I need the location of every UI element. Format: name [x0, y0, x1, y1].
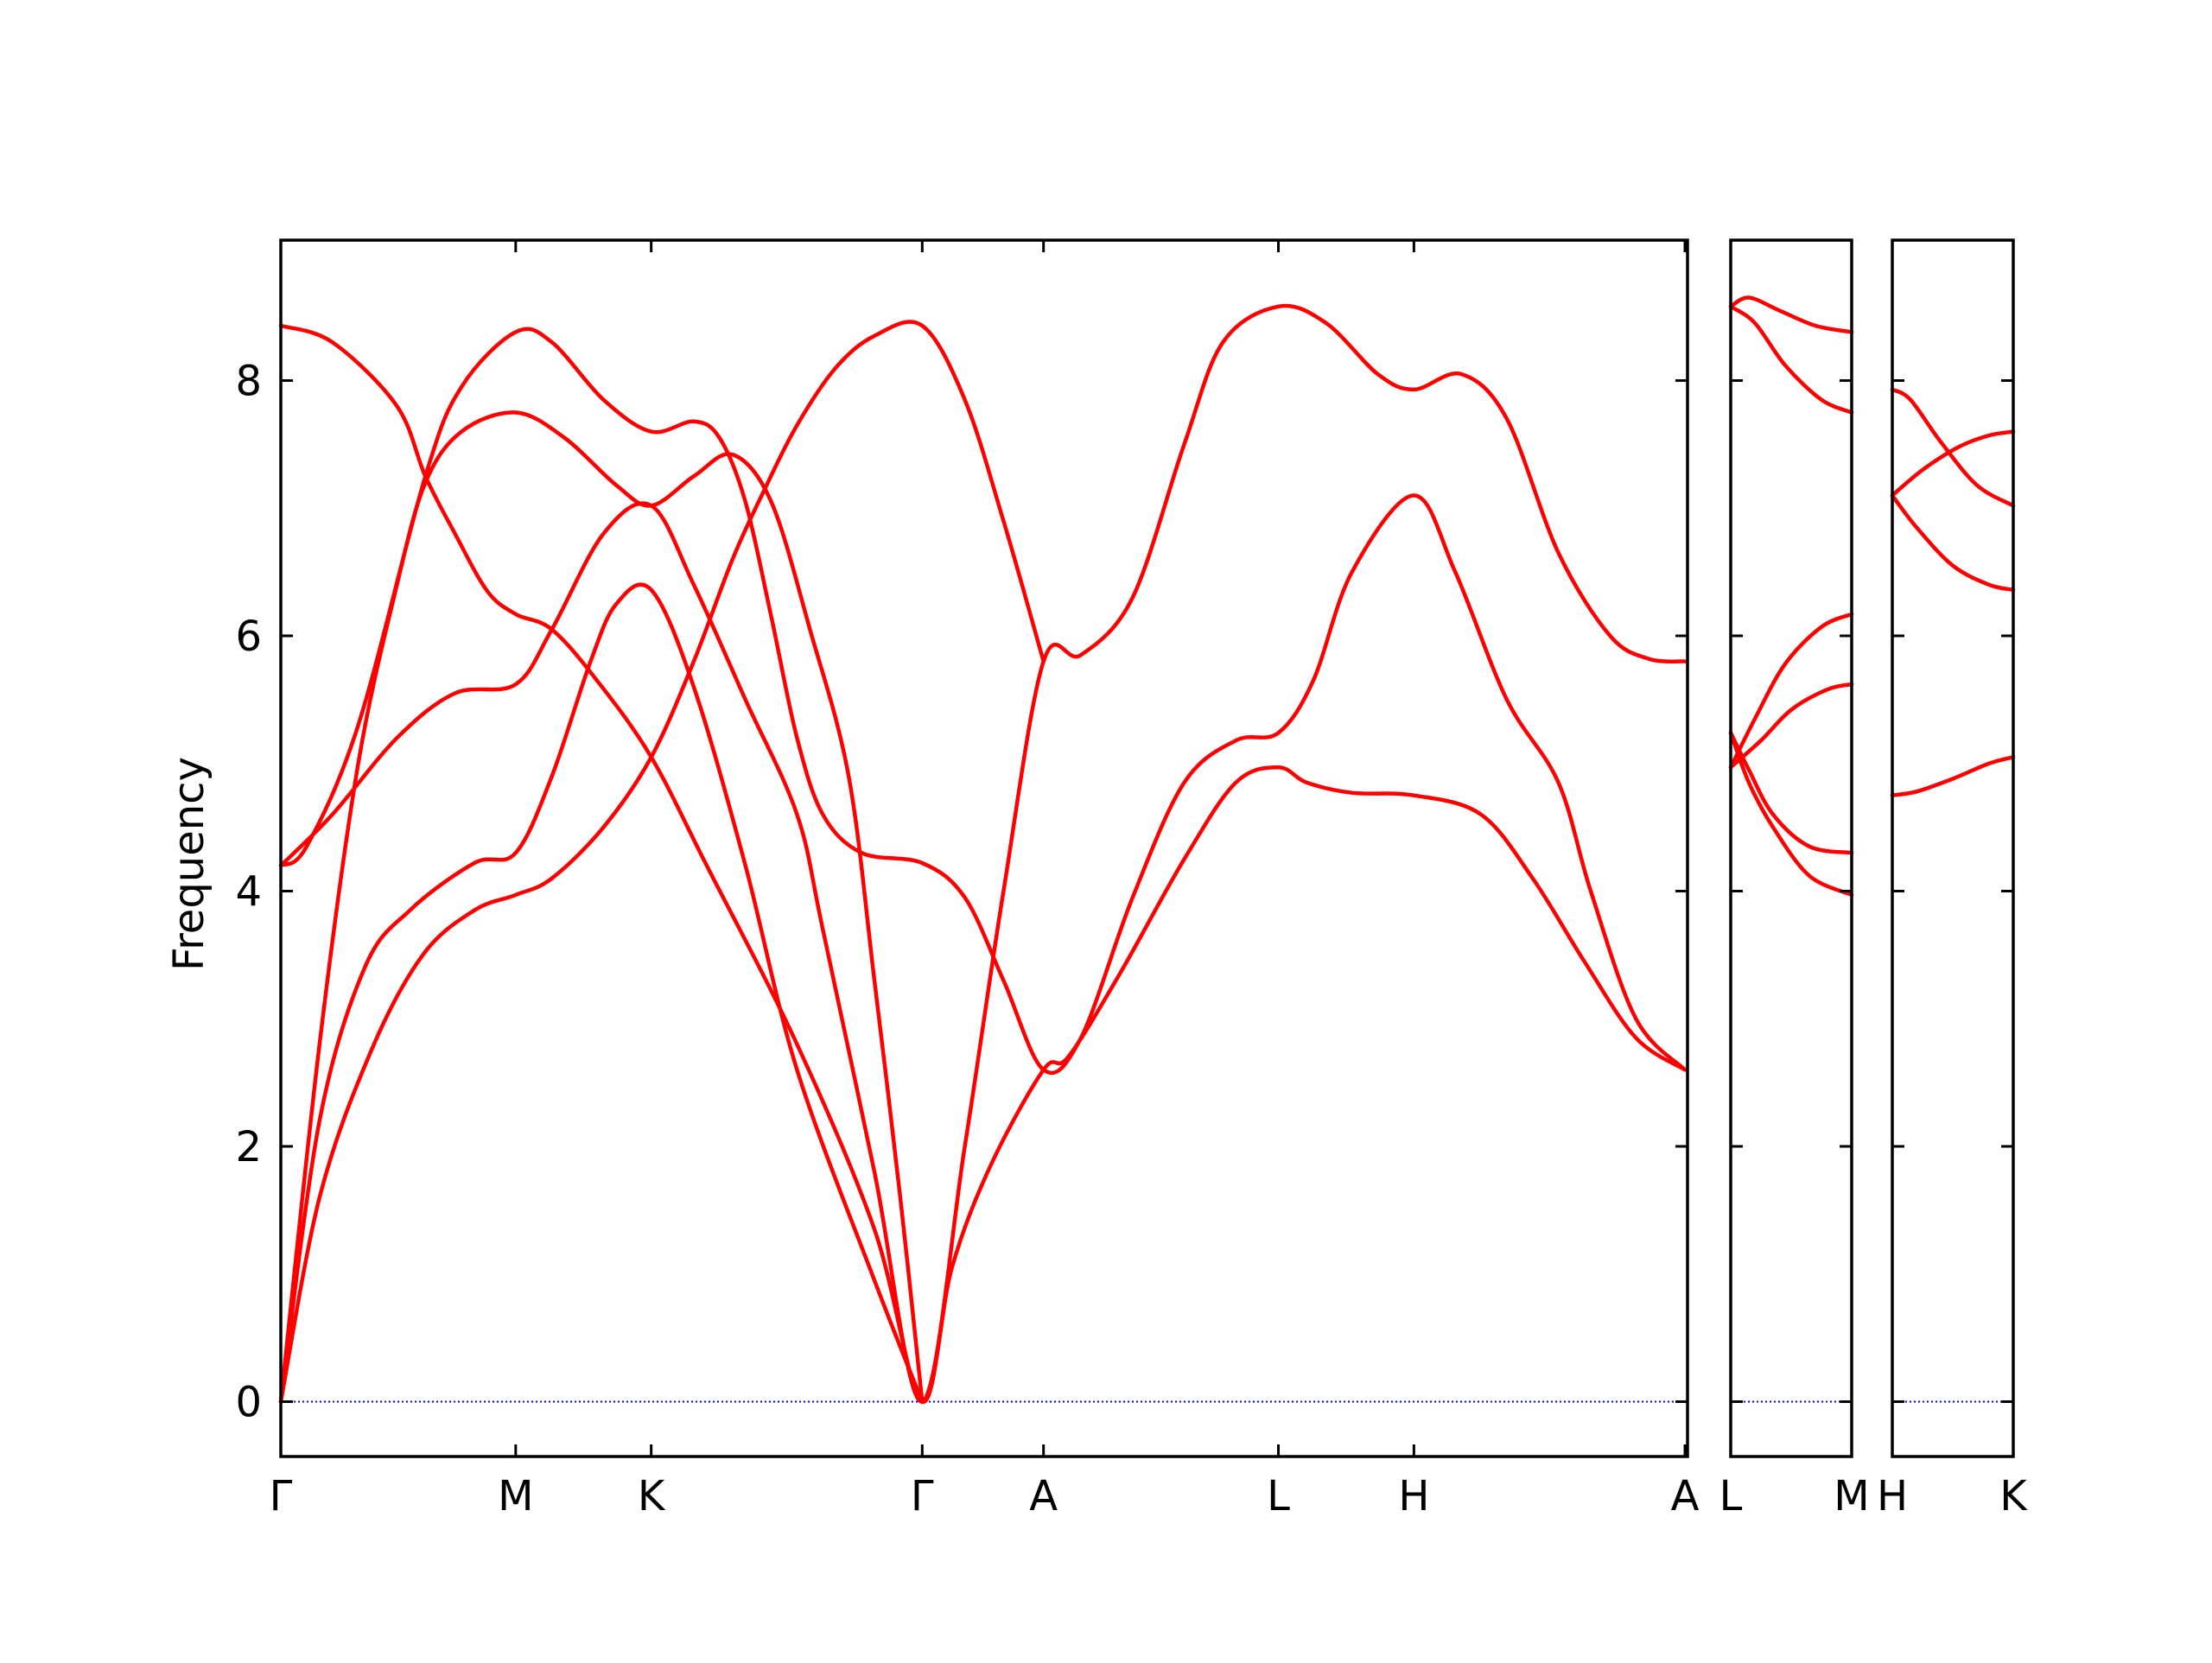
x-tick-label: A — [1029, 1472, 1058, 1520]
x-tick-label: M — [498, 1472, 533, 1520]
x-tick-label: Γ — [270, 1472, 293, 1520]
band-line-2 — [1728, 304, 1854, 415]
y-tick-label: 2 — [235, 1123, 262, 1171]
band-line-1 — [1728, 295, 1854, 334]
x-tick-label: H — [1877, 1472, 1908, 1520]
y-tick-label: 4 — [235, 867, 262, 916]
x-tick-label: M — [1834, 1472, 1869, 1520]
x-tick-label: L — [1267, 1472, 1290, 1520]
band-line-4 — [278, 320, 1046, 1404]
x-tick-label: A — [1671, 1472, 1700, 1520]
x-tick-label: L — [1719, 1472, 1743, 1520]
band-line-3 — [278, 303, 1688, 1404]
y-tick-label: 0 — [235, 1378, 262, 1426]
band-line-3 — [1728, 612, 1854, 770]
band-line-5 — [1728, 731, 1854, 855]
x-tick-label: H — [1398, 1472, 1429, 1520]
band-line-1 — [1890, 387, 2016, 508]
band-line-4 — [1890, 755, 2016, 797]
band-line-3 — [1890, 493, 2016, 593]
band-line-1 — [278, 323, 1688, 1404]
band-line-2 — [1890, 429, 2016, 498]
y-tick-label: 6 — [235, 613, 262, 661]
panel-frame — [1891, 238, 2015, 1458]
band-line-5 — [278, 582, 925, 1404]
x-tick-label: Γ — [911, 1472, 934, 1520]
band-line-2 — [278, 327, 1688, 1076]
panel-1: Γ M K Γ A L H A 0 2 4 6 8 — [235, 238, 1700, 1520]
x-tick-label: K — [1999, 1472, 2028, 1520]
y-tick-label: 8 — [235, 358, 262, 406]
x-tick-label: K — [638, 1472, 666, 1520]
panel-frame — [279, 238, 1689, 1458]
panel-frame — [1729, 238, 1853, 1458]
band-line-4 — [1728, 682, 1854, 770]
band-line-6 — [278, 410, 925, 1404]
y-axis-label: Frequency — [165, 757, 213, 971]
band-line-6 — [1728, 731, 1854, 898]
